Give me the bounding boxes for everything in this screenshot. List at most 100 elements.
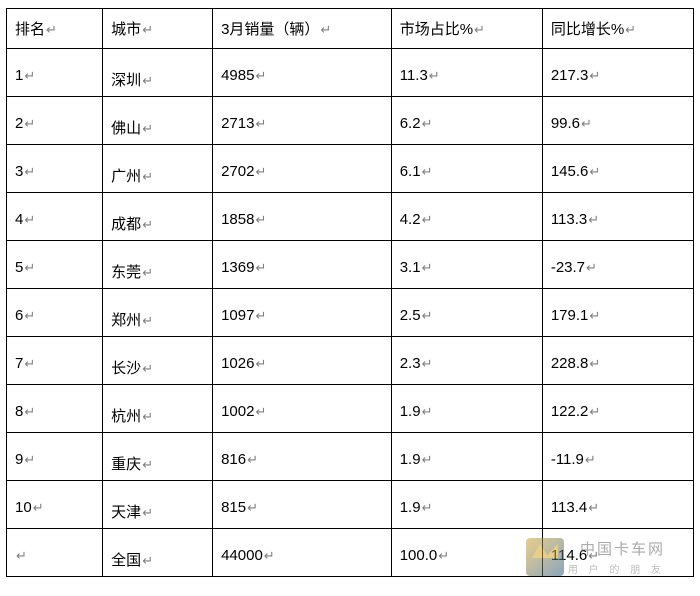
cell-value: 重庆 xyxy=(111,456,141,473)
para-marker-icon: ↵ xyxy=(422,116,433,131)
cell-value: 9 xyxy=(15,451,23,468)
cell-value: 4985 xyxy=(221,67,254,84)
cell-value: 东莞 xyxy=(111,264,141,281)
para-marker-icon: ↵ xyxy=(255,164,266,179)
table-row: 5↵东莞↵1369↵3.1↵-23.7↵ xyxy=(7,241,694,289)
cell-sales: 44000↵ xyxy=(213,529,392,577)
cell-share: 11.3↵ xyxy=(391,49,542,97)
cell-value: -23.7 xyxy=(551,259,585,276)
cell-value: 2713 xyxy=(221,115,254,132)
cell-rank: 4↵ xyxy=(7,193,103,241)
cell-value: 1.9 xyxy=(400,499,421,516)
para-marker-icon: ↵ xyxy=(438,548,449,563)
cell-share: 3.1↵ xyxy=(391,241,542,289)
cell-city: 成都↵ xyxy=(103,193,213,241)
cell-share: 100.0↵ xyxy=(391,529,542,577)
cell-value: 816 xyxy=(221,451,246,468)
para-marker-icon: ↵ xyxy=(422,164,433,179)
cell-growth: 113.4↵ xyxy=(542,481,693,529)
para-marker-icon: ↵ xyxy=(46,22,57,37)
para-marker-icon: ↵ xyxy=(16,548,27,563)
para-marker-icon: ↵ xyxy=(142,361,153,376)
cell-rank: ↵ xyxy=(7,529,103,577)
cell-value: 佛山 xyxy=(111,120,141,137)
para-marker-icon: ↵ xyxy=(142,22,153,37)
cell-value: 1026 xyxy=(221,355,254,372)
cell-value: 114.6 xyxy=(551,547,587,564)
cell-growth: 145.6↵ xyxy=(542,145,693,193)
cell-growth: 228.8↵ xyxy=(542,337,693,385)
para-marker-icon: ↵ xyxy=(255,356,266,371)
cell-growth: -23.7↵ xyxy=(542,241,693,289)
cell-sales: 2713↵ xyxy=(213,97,392,145)
cell-sales: 1097↵ xyxy=(213,289,392,337)
para-marker-icon: ↵ xyxy=(588,500,599,515)
para-marker-icon: ↵ xyxy=(422,452,433,467)
cell-value: 99.6 xyxy=(551,115,580,132)
para-marker-icon: ↵ xyxy=(429,68,440,83)
cell-share: 2.3↵ xyxy=(391,337,542,385)
cell-growth: 99.6↵ xyxy=(542,97,693,145)
para-marker-icon: ↵ xyxy=(142,265,153,280)
cell-rank: 5↵ xyxy=(7,241,103,289)
cell-share: 4.2↵ xyxy=(391,193,542,241)
para-marker-icon: ↵ xyxy=(588,548,599,563)
cell-value: 1.9 xyxy=(400,403,421,420)
cell-value: 成都 xyxy=(111,216,141,233)
cell-rank: 7↵ xyxy=(7,337,103,385)
cell-rank: 1↵ xyxy=(7,49,103,97)
cell-city: 全国↵ xyxy=(103,529,213,577)
cell-value: 2702 xyxy=(221,163,254,180)
cell-sales: 1369↵ xyxy=(213,241,392,289)
para-marker-icon: ↵ xyxy=(422,308,433,323)
cell-rank: 3↵ xyxy=(7,145,103,193)
cell-value: 113.4 xyxy=(551,499,587,516)
para-marker-icon: ↵ xyxy=(24,164,35,179)
para-marker-icon: ↵ xyxy=(422,404,433,419)
header-sales: 3月销量（辆）↵ xyxy=(213,9,392,49)
cell-city: 杭州↵ xyxy=(103,385,213,433)
cell-value: 3 xyxy=(15,163,23,180)
cell-value: 1 xyxy=(15,67,23,84)
para-marker-icon: ↵ xyxy=(422,356,433,371)
cell-value: 217.3 xyxy=(551,67,589,84)
cell-value: 2.5 xyxy=(400,307,421,324)
cell-city: 长沙↵ xyxy=(103,337,213,385)
cell-value: 长沙 xyxy=(111,360,141,377)
para-marker-icon: ↵ xyxy=(589,164,600,179)
table-header-row: 排名↵ 城市↵ 3月销量（辆）↵ 市场占比%↵ 同比增长%↵ xyxy=(7,9,694,49)
cell-growth: -11.9↵ xyxy=(542,433,693,481)
table-row: 2↵佛山↵2713↵6.2↵99.6↵ xyxy=(7,97,694,145)
cell-rank: 9↵ xyxy=(7,433,103,481)
table-row: 9↵重庆↵ 816 ↵1.9↵-11.9↵ xyxy=(7,433,694,481)
para-marker-icon: ↵ xyxy=(589,404,600,419)
para-marker-icon: ↵ xyxy=(142,409,153,424)
cell-city: 天津↵ xyxy=(103,481,213,529)
cell-value: 10 xyxy=(15,499,32,516)
cell-value: 4 xyxy=(15,211,23,228)
cell-share: 1.9↵ xyxy=(391,433,542,481)
para-marker-icon: ↵ xyxy=(24,260,35,275)
para-marker-icon: ↵ xyxy=(586,260,597,275)
table-body: 1↵深圳↵4985↵11.3↵217.3↵2↵佛山↵2713↵6.2↵99.6↵… xyxy=(7,49,694,577)
cell-city: 深圳↵ xyxy=(103,49,213,97)
para-marker-icon: ↵ xyxy=(24,212,35,227)
para-marker-icon: ↵ xyxy=(625,22,636,37)
cell-value: 122.2 xyxy=(551,403,589,420)
cell-value: 815 xyxy=(221,499,246,516)
cell-city: 重庆↵ xyxy=(103,433,213,481)
table-row: 3↵广州↵2702↵6.1↵145.6↵ xyxy=(7,145,694,193)
para-marker-icon: ↵ xyxy=(24,116,35,131)
para-marker-icon: ↵ xyxy=(24,68,35,83)
table-row: 10↵天津↵815↵1.9↵113.4↵ xyxy=(7,481,694,529)
cell-rank: 10↵ xyxy=(7,481,103,529)
cell-sales: 1002↵ xyxy=(213,385,392,433)
cell-value: 1097 xyxy=(221,307,254,324)
para-marker-icon: ↵ xyxy=(255,116,266,131)
cell-share: 1.9↵ xyxy=(391,385,542,433)
cell-value: 179.1 xyxy=(551,307,589,324)
para-marker-icon: ↵ xyxy=(247,500,258,515)
para-marker-icon: ↵ xyxy=(255,212,266,227)
header-rank: 排名↵ xyxy=(7,9,103,49)
cell-growth: 122.2↵ xyxy=(542,385,693,433)
